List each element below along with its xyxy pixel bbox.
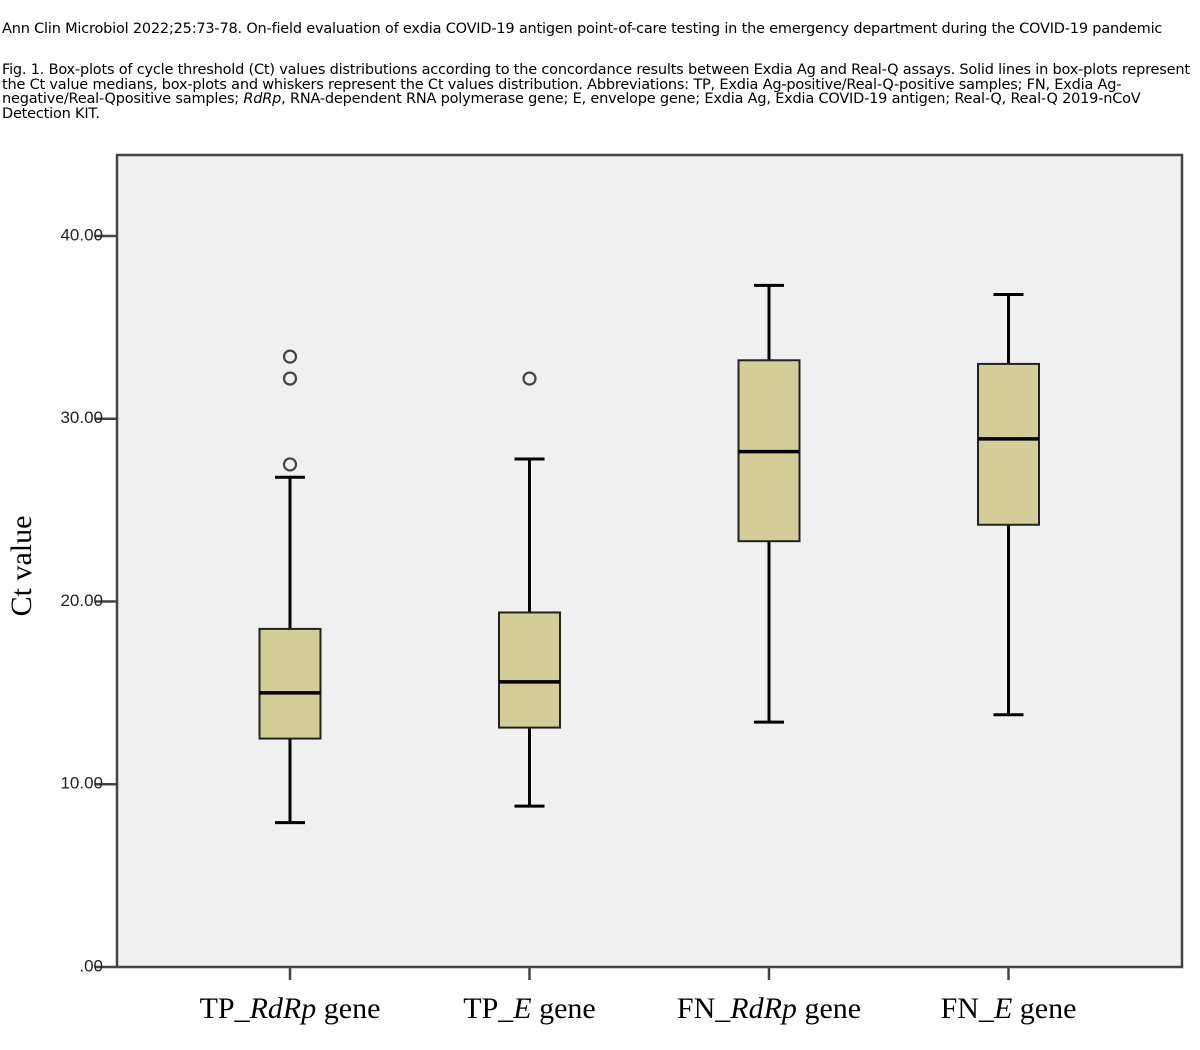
outlier-point: [282, 457, 298, 472]
category-suffix: gene: [797, 992, 861, 1025]
y-tick-label: .00: [79, 956, 103, 975]
category-prefix: TP_: [200, 992, 251, 1025]
x-category-label: FN_E gene: [941, 992, 1077, 1025]
category-suffix: gene: [1012, 992, 1076, 1025]
outlier-point: [282, 349, 298, 364]
y-axis: .00 10.00 20.00 30.00 40.00: [60, 225, 117, 975]
category-gene-italic: RdRp: [729, 992, 797, 1025]
outlier-point: [282, 371, 298, 386]
figure-caption: Fig. 1. Box-plots of cycle threshold (Ct…: [2, 63, 1198, 121]
category-gene-italic: E: [512, 992, 531, 1025]
category-gene-italic: RdRp: [249, 992, 317, 1025]
x-category-label: TP_RdRp gene: [200, 992, 381, 1025]
category-suffix: gene: [532, 992, 596, 1025]
x-category-label: FN_RdRp gene: [677, 992, 861, 1025]
iqr-box: [498, 611, 561, 729]
category-suffix: gene: [316, 992, 380, 1025]
plot-area: [115, 153, 1184, 969]
caption-text-part2: , RNA-dependent RNA polymerase gene; E, …: [2, 91, 1141, 122]
category-prefix: FN_: [677, 992, 731, 1025]
source-citation: Ann Clin Microbiol 2022;25:73-78. On-fie…: [2, 21, 1163, 37]
box-fn-rdrp-gene: [737, 283, 801, 724]
y-axis-title: Ct value: [5, 516, 38, 617]
outlier-point: [522, 371, 537, 386]
iqr-box: [977, 362, 1040, 526]
y-tick-label: 20.00: [60, 591, 103, 610]
category-prefix: FN_: [941, 992, 995, 1025]
caption-italic-rdrp: RdRp: [243, 91, 282, 107]
category-prefix: TP_: [463, 992, 514, 1025]
box-tp-e-gene: [498, 371, 561, 808]
boxes-group: [258, 283, 1040, 825]
y-tick-label: 30.00: [60, 408, 103, 427]
y-tick-label: 10.00: [60, 774, 103, 793]
x-category-label: TP_E gene: [463, 992, 595, 1025]
y-tick-label: 40.00: [60, 225, 103, 244]
x-axis: TP_RdRp gene TP_E gene FN_RdRp gene FN_E ge…: [200, 967, 1077, 1025]
caption-text-part1: Fig. 1. Box-plots of cycle threshold (Ct…: [2, 62, 1190, 107]
iqr-box: [258, 627, 322, 740]
box-tp-rdrp-gene: [258, 349, 322, 825]
box-fn-e-gene: [977, 292, 1040, 717]
category-gene-italic: E: [993, 992, 1012, 1025]
